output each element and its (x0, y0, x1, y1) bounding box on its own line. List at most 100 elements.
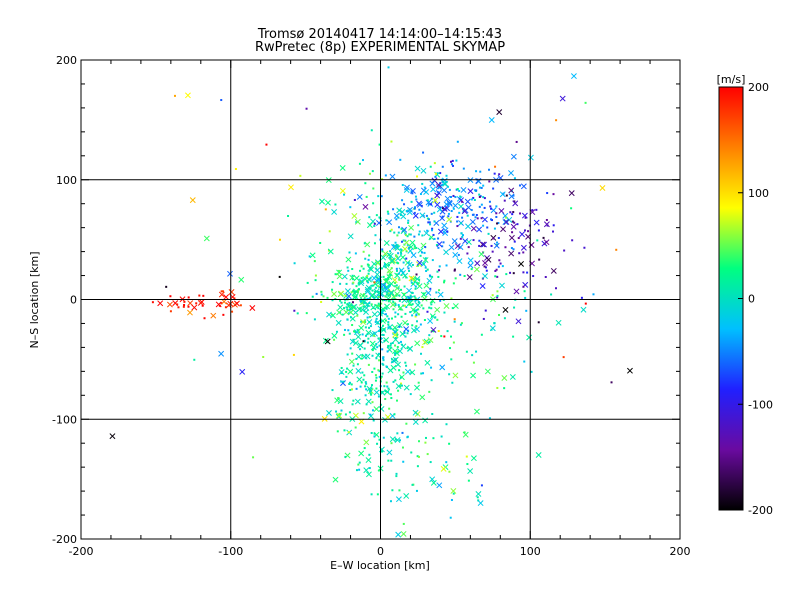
data-point-dot (397, 252, 400, 255)
data-point-dot (417, 381, 420, 384)
data-point-dot (465, 455, 468, 458)
data-point-dot (397, 231, 400, 234)
data-point-cross (470, 455, 477, 462)
data-point-dot (381, 450, 384, 453)
x-tick-label: -100 (218, 545, 243, 558)
data-point-dot (362, 294, 365, 297)
data-point-dot (358, 468, 361, 471)
data-point-cross (482, 273, 488, 280)
data-point-cross (397, 304, 404, 311)
data-point-cross (509, 374, 516, 380)
data-point-dot (445, 461, 448, 464)
data-point-dot (369, 266, 372, 269)
data-point-dot (463, 275, 466, 278)
data-point-cross (403, 492, 410, 499)
data-point-dot (381, 372, 384, 375)
data-point-cross (371, 275, 378, 282)
data-point-dot (476, 496, 479, 499)
data-point-dot (375, 357, 378, 360)
data-point-dot (381, 348, 384, 351)
data-point-dot (195, 302, 198, 305)
data-point-dot (416, 455, 419, 458)
data-point-dot (395, 243, 398, 246)
data-point-dot (371, 370, 374, 373)
data-point-dot (476, 217, 479, 220)
data-point-dot (360, 381, 363, 384)
data-point-dot (389, 327, 392, 330)
data-point-dot (373, 242, 376, 245)
data-point-cross (434, 192, 441, 199)
data-point-cross (429, 476, 436, 483)
data-point-dot (480, 203, 483, 206)
data-point-cross (339, 187, 346, 194)
data-point-cross (341, 273, 348, 280)
data-point-dot (439, 299, 442, 302)
data-point-dot (387, 387, 390, 390)
data-point-dot (524, 296, 527, 299)
data-point-dot (411, 483, 414, 486)
data-point-dot (414, 277, 417, 280)
data-point-dot (359, 294, 362, 297)
data-point-dot (383, 263, 386, 266)
data-point-cross (500, 226, 507, 233)
data-point-cross (419, 394, 426, 401)
data-point-dot (345, 375, 348, 378)
data-point-dot (387, 344, 390, 347)
data-point-cross (419, 212, 426, 219)
data-point-dot (435, 244, 438, 247)
data-point-dot (372, 419, 375, 422)
data-point-dot (395, 269, 398, 272)
data-point-cross (385, 295, 392, 302)
data-point-cross (374, 259, 381, 266)
data-point-dot (385, 381, 388, 384)
data-point-cross (481, 241, 488, 248)
data-point-cross (382, 250, 389, 257)
data-point-dot (472, 213, 475, 216)
data-point-dot (456, 225, 459, 228)
data-point-dot (414, 206, 417, 209)
data-point-dot (454, 277, 457, 280)
data-point-dot (430, 203, 433, 206)
data-point-dot (387, 317, 390, 320)
data-point-dot (615, 248, 618, 251)
data-point-dot (438, 269, 441, 272)
data-point-dot (426, 268, 429, 271)
data-point-dot (467, 479, 470, 482)
data-point-cross (374, 319, 381, 326)
data-point-dot (570, 207, 573, 210)
data-point-dot (445, 207, 448, 210)
data-point-cross (351, 212, 358, 219)
data-point-cross (375, 352, 382, 359)
data-point-dot (414, 363, 417, 366)
data-point-dot (397, 272, 400, 275)
data-point-cross (347, 309, 354, 316)
data-point-dot (177, 306, 180, 309)
data-point-dot (398, 226, 401, 229)
data-point-dot (352, 289, 355, 292)
data-point-cross (520, 244, 527, 251)
data-point-dot (452, 207, 455, 210)
data-point-dot (381, 248, 384, 251)
y-tick-label: -100 (52, 413, 77, 426)
data-point-cross (467, 257, 474, 264)
data-point-dot (465, 350, 468, 353)
data-point-dot (393, 413, 396, 416)
data-point-dot (365, 388, 368, 391)
data-point-dot (382, 333, 385, 336)
data-point-dot (391, 489, 394, 492)
data-point-dot (415, 198, 418, 201)
data-point-cross (392, 356, 399, 363)
data-point-dot (362, 412, 365, 415)
data-point-cross (512, 200, 519, 207)
y-axis-label: N–S location [km] (28, 251, 41, 348)
data-point-dot (337, 397, 340, 400)
data-point-dot (396, 432, 399, 435)
data-point-dot (344, 455, 347, 458)
data-point-cross (482, 260, 488, 266)
data-point-dot (387, 300, 390, 303)
data-point-cross (461, 208, 468, 215)
data-point-dot (358, 331, 361, 334)
data-point-dot (403, 203, 406, 206)
data-point-dot (478, 186, 481, 189)
data-point-cross (355, 333, 362, 340)
